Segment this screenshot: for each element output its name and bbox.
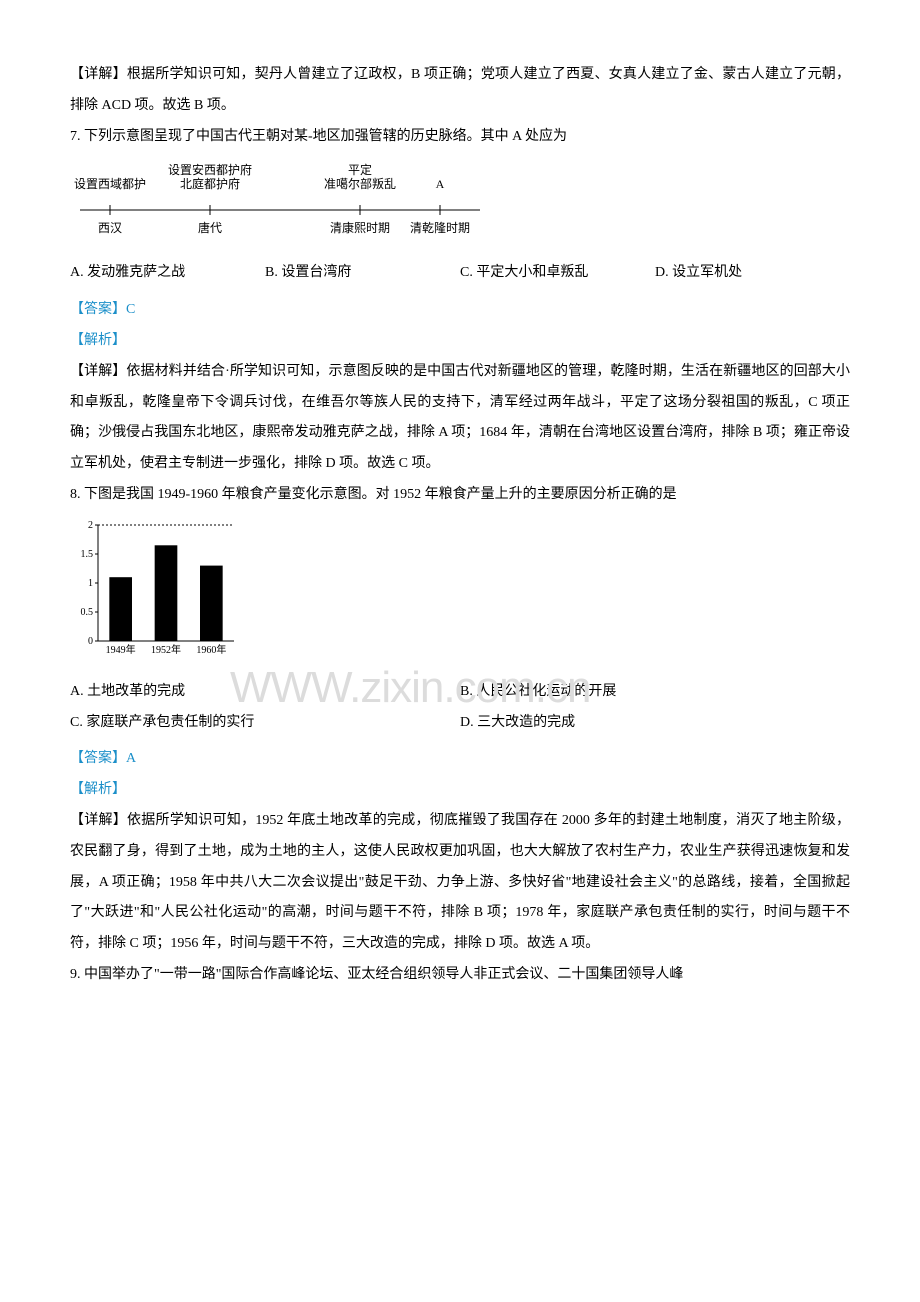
svg-text:唐代: 唐代 <box>198 220 222 235</box>
q8-stem: 8. 下图是我国 1949-1960 年粮食产量变化示意图。对 1952 年粮食… <box>70 480 850 511</box>
q8-answer: 【答案】A <box>70 744 850 775</box>
answer-label: 【答案】 <box>70 751 126 766</box>
q7-answer: 【答案】C <box>70 295 850 326</box>
q8-opt-d: D. 三大改造的完成 <box>460 708 850 739</box>
q7-stem: 7. 下列示意图呈现了中国古代王朝对某-地区加强管辖的历史脉络。其中 A 处应为 <box>70 122 850 153</box>
svg-text:0: 0 <box>88 636 93 647</box>
q7-opt-d: D. 设立军机处 <box>655 258 850 289</box>
q8-opt-b: B. 人民公社化运动的开展 <box>460 677 850 708</box>
svg-text:1.5: 1.5 <box>81 549 94 560</box>
answer-label: 【答案】 <box>70 302 126 317</box>
svg-text:北庭都护府: 北庭都护府 <box>180 176 240 191</box>
q7-analysis-label: 【解析】 <box>70 326 850 357</box>
q7-opt-c: C. 平定大小和卓叛乱 <box>460 258 655 289</box>
svg-text:1952年: 1952年 <box>151 643 181 656</box>
q7-options: A. 发动雅克萨之战 B. 设置台湾府 C. 平定大小和卓叛乱 D. 设立军机处 <box>70 258 850 289</box>
svg-text:1960年: 1960年 <box>196 643 226 656</box>
svg-text:1: 1 <box>88 578 93 589</box>
answer-value: C <box>126 302 135 317</box>
svg-text:设置西域都护: 设置西域都护 <box>74 177 146 191</box>
svg-text:平定: 平定 <box>348 162 372 177</box>
q8-opt-c: C. 家庭联产承包责任制的实行 <box>70 708 460 739</box>
svg-text:西汉: 西汉 <box>98 221 122 235</box>
svg-text:1949年: 1949年 <box>106 643 136 656</box>
q9-stem: 9. 中国举办了"一带一路"国际合作高峰论坛、亚太经合组织领导人非正式会议、二十… <box>70 960 850 991</box>
q8-chart: 0 0.5 1 1.5 2 1949年 1952年 1960年 <box>70 519 850 669</box>
answer-value: A <box>126 751 136 766</box>
q7-detail: 【详解】依据材料并结合·所学知识可知，示意图反映的是中国古代对新疆地区的管理，乾… <box>70 357 850 480</box>
svg-text:清乾隆时期: 清乾隆时期 <box>410 220 470 235</box>
svg-text:0.5: 0.5 <box>81 607 94 618</box>
q7-timeline: 设置西域都护西汉 设置安西都护府北庭都护府唐代 平定准噶尔部叛乱清康熙时期 A 清乾隆时… <box>70 160 850 250</box>
svg-text:A: A <box>436 177 445 191</box>
q7-opt-a: A. 发动雅克萨之战 <box>70 258 265 289</box>
svg-text:2: 2 <box>88 520 93 531</box>
svg-text:准噶尔部叛乱: 准噶尔部叛乱 <box>324 176 396 191</box>
q8-options: A. 土地改革的完成 B. 人民公社化运动的开展 C. 家庭联产承包责任制的实行… <box>70 677 850 739</box>
q8-detail: 【详解】依据所学知识可知，1952 年底土地改革的完成，彻底摧毁了我国存在 20… <box>70 806 850 960</box>
svg-text:设置安西都护府: 设置安西都护府 <box>168 162 252 177</box>
q8-opt-a: A. 土地改革的完成 <box>70 677 460 708</box>
q7-opt-b: B. 设置台湾府 <box>265 258 460 289</box>
svg-text:清康熙时期: 清康熙时期 <box>330 220 390 235</box>
q6-detail: 【详解】根据所学知识可知，契丹人曾建立了辽政权，B 项正确；党项人建立了西夏、女… <box>70 60 850 122</box>
q8-analysis-label: 【解析】 <box>70 775 850 806</box>
